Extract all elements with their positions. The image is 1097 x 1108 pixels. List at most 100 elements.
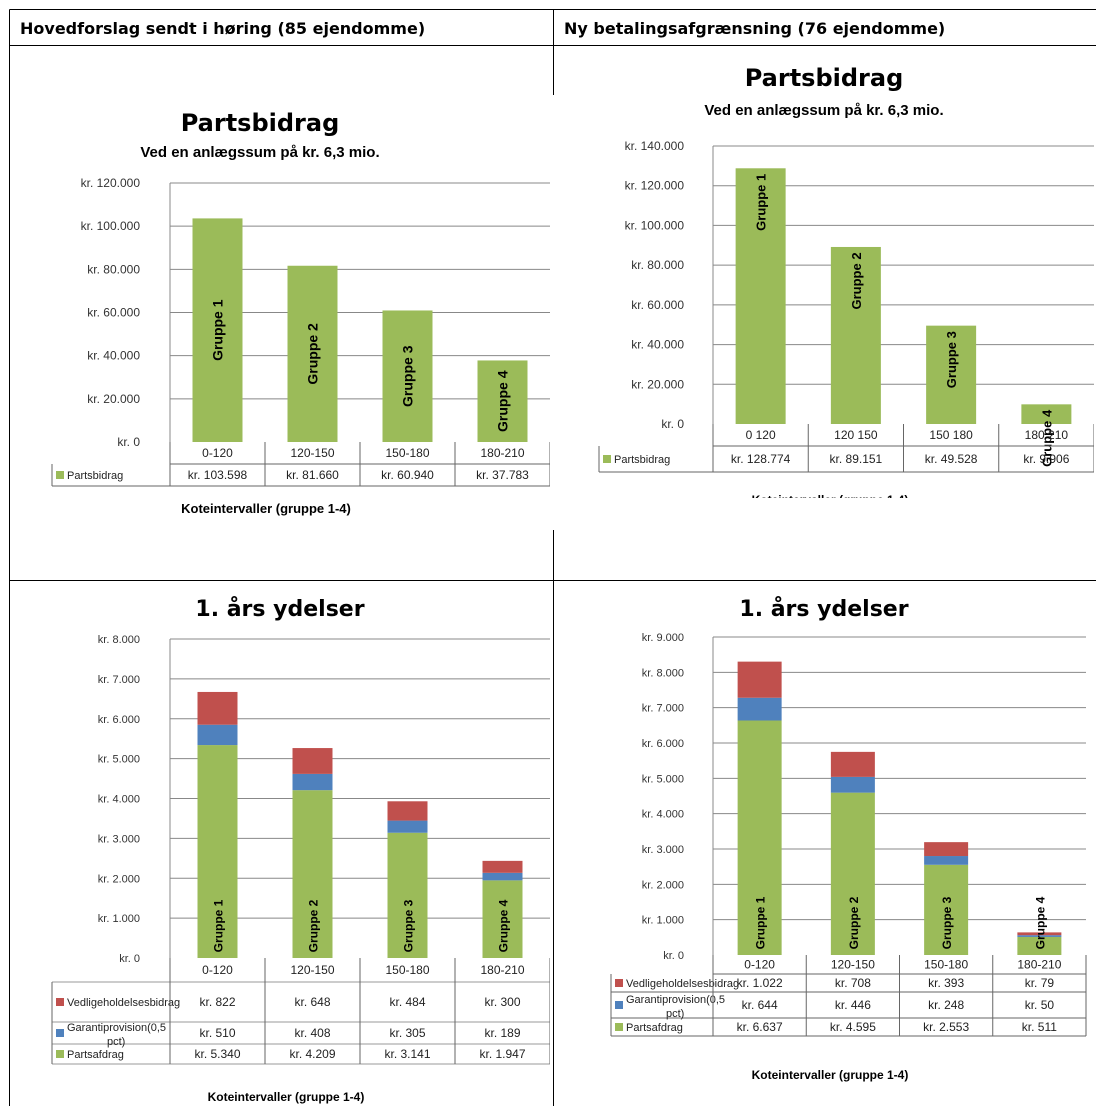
data-label: kr. 2.553: [923, 1020, 969, 1034]
y-tick-label: kr. 3.000: [98, 833, 140, 845]
y-tick-label: kr. 60.000: [631, 298, 684, 312]
legend-label: Vedligeholdelsesbidrag: [626, 978, 739, 990]
bar-partsafdrag: [482, 880, 523, 958]
data-label: kr. 510: [199, 1026, 235, 1040]
bar-group-label: Gruppe 2: [307, 899, 321, 952]
y-tick-label: kr. 140.000: [625, 139, 685, 153]
table-borders: [9, 9, 1096, 1106]
data-label: kr. 9.906: [1023, 452, 1069, 466]
bar-partsbidrag: [287, 265, 338, 442]
legend-key: [56, 471, 64, 479]
legend-key: [56, 1050, 64, 1058]
data-label: kr. 5.340: [194, 1047, 240, 1061]
chart-subtitle: Ved en anlægssum på kr. 6,3 mio.: [704, 102, 943, 119]
bar-vedligeholdelsesbidrag: [924, 842, 969, 857]
data-label: kr. 3.141: [384, 1047, 430, 1061]
y-tick-label: kr. 120.000: [81, 176, 141, 190]
y-tick-label: kr. 120.000: [625, 179, 685, 193]
bar-garantiprovision: [387, 820, 428, 833]
chart-title: Partsbidrag: [745, 64, 904, 92]
bar-garantiprovision: [737, 697, 782, 721]
bar-vedligeholdelsesbidrag: [1017, 932, 1062, 936]
data-label: kr. 305: [389, 1026, 425, 1040]
bar-group-label: Gruppe 1: [754, 896, 768, 949]
y-tick-label: kr. 40.000: [87, 349, 140, 363]
chart-subtitle: Ved en anlægssum på kr. 6,3 mio.: [140, 144, 379, 161]
y-tick-label: kr. 4.000: [642, 809, 684, 821]
legend-label: pct): [107, 1036, 125, 1048]
bar-group-label: Gruppe 2: [849, 252, 864, 309]
x-tick-label: 180-210: [1017, 958, 1061, 972]
bar-group-label: Gruppe 4: [495, 370, 511, 432]
y-tick-label: kr. 8.000: [98, 634, 140, 646]
y-tick-label: kr. 1.000: [98, 913, 140, 925]
bar-partsafdrag: [292, 790, 333, 958]
x-tick-label: 180-210: [480, 446, 524, 460]
bar-vedligeholdelsesbidrag: [830, 751, 875, 777]
y-tick-label: kr. 5.000: [98, 754, 140, 766]
data-label: kr. 128.774: [731, 452, 791, 466]
chart-title: Partsbidrag: [181, 109, 340, 137]
bar-group-label: Gruppe 1: [212, 899, 226, 952]
legend-key: [603, 455, 611, 463]
y-tick-label: kr. 0: [119, 953, 140, 965]
y-tick-label: kr. 9.000: [642, 632, 684, 644]
data-label: kr. 300: [484, 995, 520, 1009]
y-tick-label: kr. 6.000: [98, 714, 140, 726]
legend-label: Partsbidrag: [614, 454, 670, 466]
bar-group-label: Gruppe 3: [940, 896, 954, 949]
y-tick-label: kr. 8.000: [642, 667, 684, 679]
bar-group-label: Gruppe 4: [497, 899, 511, 952]
data-label: kr. 89.151: [830, 452, 883, 466]
x-tick-label: 120 150: [834, 428, 878, 442]
data-label: kr. 408: [294, 1026, 330, 1040]
bar-vedligeholdelsesbidrag: [737, 661, 782, 698]
y-tick-label: kr. 0: [661, 417, 684, 431]
x-tick-label: 180-210: [480, 963, 524, 977]
bar-vedligeholdelsesbidrag: [387, 801, 428, 821]
y-tick-label: kr. 6.000: [642, 738, 684, 750]
y-tick-label: kr. 100.000: [81, 219, 141, 233]
data-label: kr. 49.528: [925, 452, 978, 466]
bar-partsafdrag: [924, 864, 969, 955]
legend-key: [56, 998, 64, 1006]
bar-partsbidrag: [735, 168, 786, 424]
y-tick-label: kr. 20.000: [87, 392, 140, 406]
x-tick-label: 150-180: [924, 958, 968, 972]
data-label: kr. 822: [199, 995, 235, 1009]
bar-partsbidrag: [382, 310, 433, 442]
x-tick-label: 0-120: [744, 958, 775, 972]
x-tick-label: 150 180: [929, 428, 973, 442]
legend-label: Garantiprovision(0,5: [626, 994, 725, 1006]
y-tick-label: kr. 7.000: [98, 674, 140, 686]
y-tick-label: kr. 80.000: [631, 258, 684, 272]
x-tick-label: 150-180: [385, 963, 429, 977]
data-label: kr. 1.022: [737, 976, 783, 990]
x-tick-label: 0 120: [746, 428, 776, 442]
chart-ydelser-ny: 1. års ydelser kr. 0 kr. 1.000 kr. 2.000 kr.…: [610, 596, 1087, 1082]
data-label: kr. 446: [835, 998, 871, 1012]
y-tick-label: kr. 100.000: [625, 218, 685, 232]
chart-ydelser-hoved: 1. års ydelser kr. 0 kr. 1.000 kr. 2.000 kr.…: [51, 596, 550, 1104]
chart-partsbidrag-ny: Partsbidrag Ved en anlægssum på kr. 6,3 m…: [598, 64, 1094, 498]
x-tick-label: 120-150: [290, 963, 334, 977]
bar-partsafdrag: [1017, 936, 1062, 955]
bar-garantiprovision: [482, 872, 523, 881]
header-hovedforslag: Hovedforslag sendt i høring (85 ejendomm…: [20, 19, 426, 38]
bar-garantiprovision: [197, 724, 238, 746]
bar-vedligeholdelsesbidrag: [482, 860, 523, 873]
bar-group-label: Gruppe 3: [402, 899, 416, 952]
bar-partsafdrag: [830, 792, 875, 955]
bar-group-label: Gruppe 3: [944, 331, 959, 388]
bar-partsbidrag: [192, 218, 243, 442]
legend-label: Partsafdrag: [67, 1049, 124, 1061]
bar-group-label: Gruppe 2: [305, 323, 321, 385]
data-label: kr. 4.595: [830, 1020, 876, 1034]
bar-partsbidrag: [830, 246, 881, 424]
x-axis-label: Koteintervaller (gruppe 1-4): [208, 1090, 365, 1104]
data-label: kr. 248: [928, 998, 964, 1012]
data-label: kr. 50: [1025, 998, 1055, 1012]
y-tick-label: kr. 2.000: [98, 873, 140, 885]
data-label: kr. 4.209: [289, 1047, 335, 1061]
